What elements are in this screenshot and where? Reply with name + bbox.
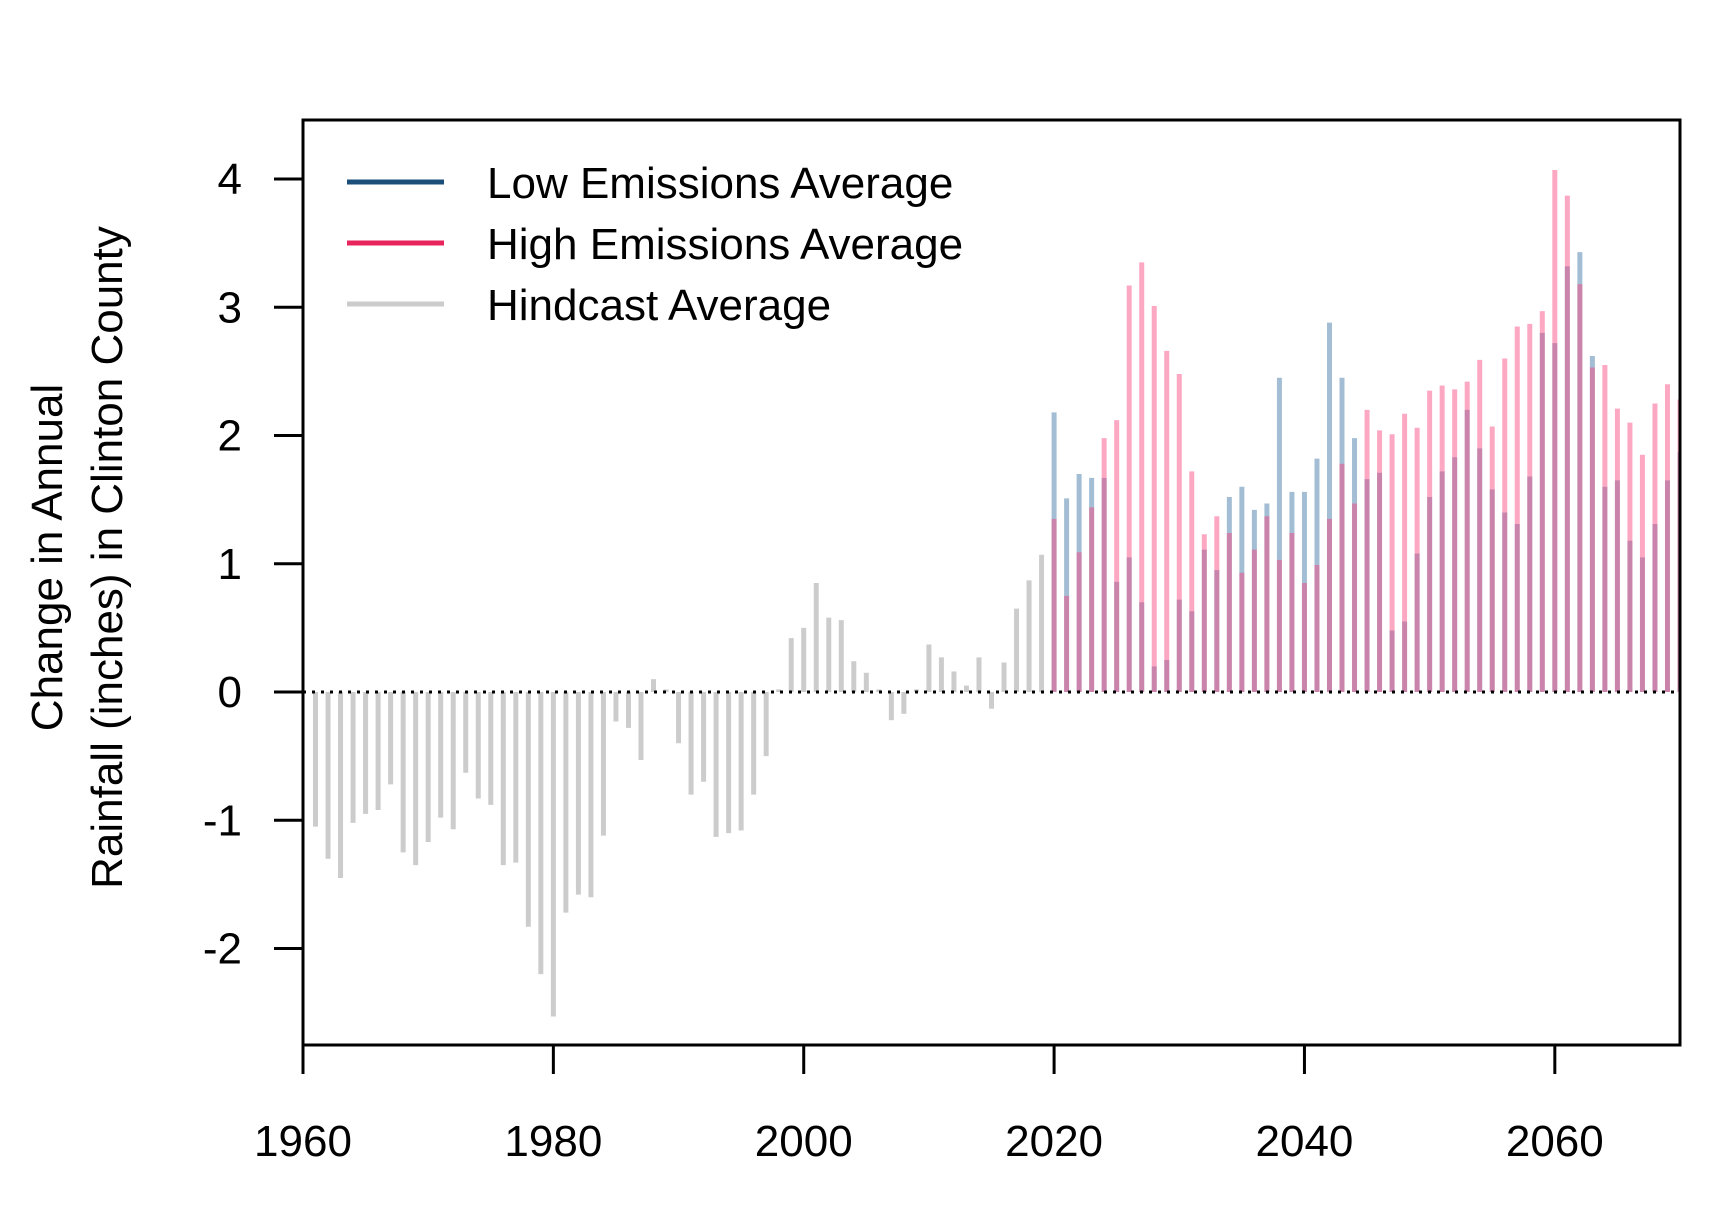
y-tick-label-4: 4 <box>218 155 242 204</box>
bars-layer <box>313 170 1680 1017</box>
y-tick-label-1: 1 <box>218 540 242 589</box>
series-high-emissions-average <box>1051 170 1680 692</box>
y-tick-label-3: 3 <box>218 283 242 332</box>
legend-label-low-emissions-average: Low Emissions Average <box>487 159 953 208</box>
series-hindcast-average <box>313 554 1045 1017</box>
x-tick-label-1980: 1980 <box>504 1117 602 1166</box>
legend-entry-low-emissions-average: Low Emissions Average <box>347 159 953 208</box>
y-tick-label--2: -2 <box>203 925 242 974</box>
x-tick-label-2060: 2060 <box>1506 1117 1604 1166</box>
legend-label-high-emissions-average: High Emissions Average <box>487 220 963 269</box>
legend: Low Emissions Average High Emissions Aver… <box>347 159 963 330</box>
x-tick-label-2040: 2040 <box>1256 1117 1354 1166</box>
y-axis-label: Change in Annual Rainfall (inches) in Cli… <box>23 226 132 889</box>
y-axis-label-line-2: Rainfall (inches) in Clinton County <box>83 226 132 889</box>
y-axis-label-line-1: Change in Annual <box>23 384 72 731</box>
x-axis: 1960 1980 2000 2020 2040 2060 <box>254 1043 1680 1166</box>
y-axis: -2 -1 0 1 2 3 4 <box>203 155 303 974</box>
y-tick-label--1: -1 <box>203 796 242 845</box>
y-tick-label-0: 0 <box>218 668 242 717</box>
legend-entry-hindcast-average: Hindcast Average <box>347 281 831 330</box>
y-tick-label-2: 2 <box>218 412 242 461</box>
legend-entry-high-emissions-average: High Emissions Average <box>347 220 963 269</box>
x-tick-label-2000: 2000 <box>755 1117 853 1166</box>
legend-label-hindcast-average: Hindcast Average <box>487 281 831 330</box>
x-tick-label-1960: 1960 <box>254 1117 352 1166</box>
x-tick-label-2020: 2020 <box>1005 1117 1103 1166</box>
series-low-emissions-average <box>1051 252 1680 692</box>
